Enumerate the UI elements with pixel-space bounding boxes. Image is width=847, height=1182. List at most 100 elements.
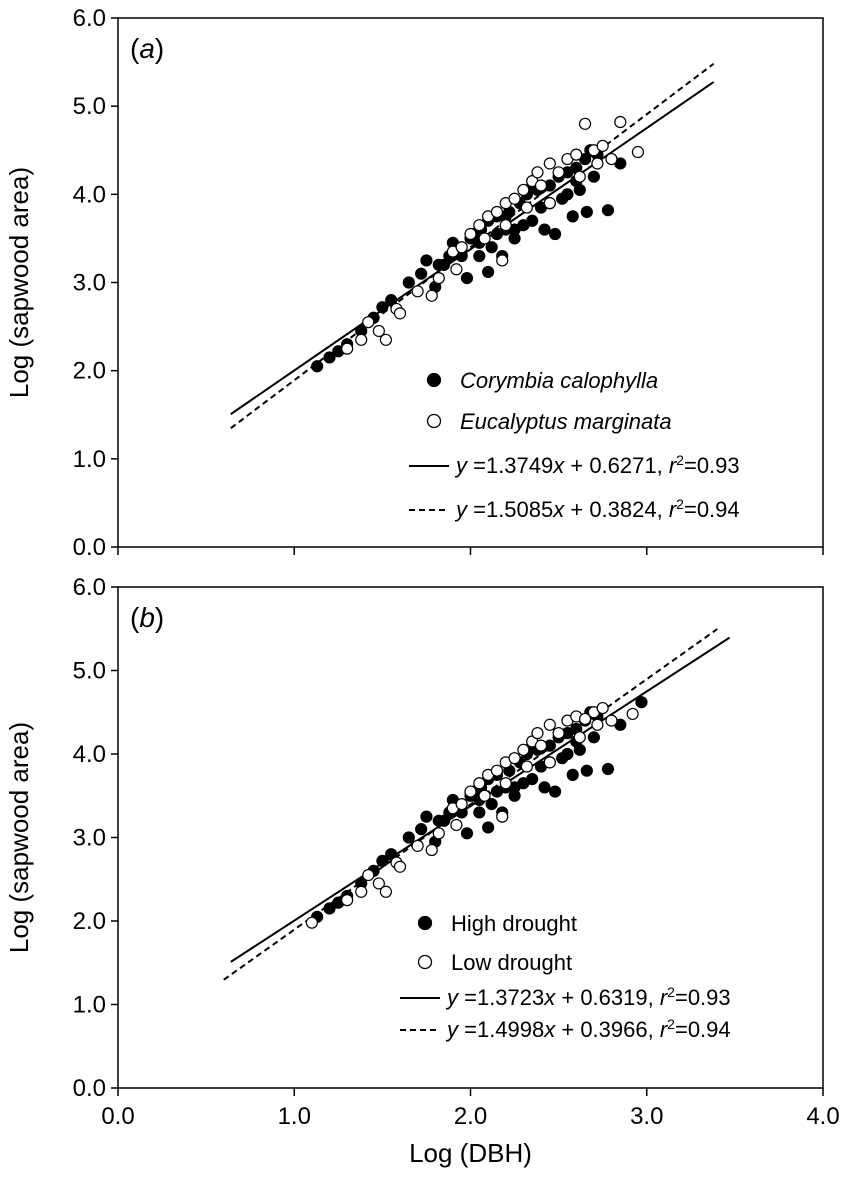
data-point-open [362,868,375,882]
data-point-filled [402,831,415,844]
equation-y: y [445,985,460,1010]
data-point-open [596,139,609,152]
equation-intercept: + 0.6271, [564,453,669,478]
data-point-open [552,727,565,740]
data-point-filled [311,360,324,373]
data-point-open [591,718,604,731]
equation-r2: =0.94 [675,1017,731,1042]
x-axis-label: Log (DBH) [409,1138,532,1168]
data-point-open [455,241,468,254]
panel-a: 0.0 1.0 2.0 3.0 4.0 5.0 6.0 Log (sapwood area) (… [4,5,824,561]
x-tick-label: 1.0 [278,1103,311,1130]
data-point-open [496,254,509,267]
equation-intercept: + 0.3966, [555,1017,660,1042]
data-point-open [573,170,586,183]
series-1 [341,115,645,355]
series-1 [305,701,639,929]
data-point-open [543,718,556,731]
x-tick-label: 0.0 [101,1103,134,1130]
data-point-open [591,157,604,170]
data-point-open [411,285,424,298]
equation-x: x [543,985,556,1010]
data-point-filled [601,762,615,776]
data-point-open [341,342,354,355]
data-point-open [499,219,512,232]
data-point-open [355,333,368,346]
equation-slope: =1.3723 [458,985,544,1010]
data-point-filled [548,227,562,241]
legend-label: Low drought [451,950,572,975]
panel-label-letter: b [139,602,155,633]
data-point-open [450,263,463,276]
data-point-filled [482,265,495,279]
data-point-filled [420,810,433,823]
x-tick-label: 3.0 [630,1103,663,1130]
data-point-filled [538,781,551,794]
data-point-open [552,166,565,179]
data-point-filled [587,170,600,183]
y-tick-label: 5.0 [73,93,106,120]
data-point-open [534,179,548,192]
data-point-filled [376,854,389,867]
data-point-open [478,232,491,245]
data-point-open [517,183,530,197]
data-point-filled [580,764,593,777]
data-point-filled [490,785,504,798]
y-tick-label: 1.0 [73,992,106,1019]
data-point-filled [526,214,539,227]
data-point-filled [561,188,574,201]
data-point-open [464,227,477,241]
equation-slope: =1.5085 [467,497,553,522]
data-point-filled [473,806,486,819]
regression-equation: y =1.4998x + 0.3966, r2=0.94 [445,1016,731,1042]
data-point-open [393,307,407,320]
data-point-filled [415,823,428,836]
data-point-filled [566,768,579,781]
data-point-open [464,785,477,798]
y-tick-label: 6.0 [73,574,106,601]
y-axis-label: Log (sapwood area) [4,722,34,953]
x-tick-label: 2.0 [454,1103,487,1130]
equation-superscript: 2 [676,496,684,512]
data-point-filled [548,785,562,798]
equation-slope: =1.3749 [467,453,553,478]
legend-label: Corymbia calophylla [460,368,658,393]
data-point-filled [420,254,433,267]
data-point-open [490,764,504,777]
data-point-open [496,810,509,823]
data-point-filled [415,267,428,280]
regression-line-solid [230,81,715,415]
equation-superscript: 2 [667,984,675,1000]
equation-x: x [552,453,565,478]
data-point-open [379,885,392,898]
data-point-open [490,205,504,219]
data-point-open [517,743,530,756]
equation-superscript: 2 [676,452,684,468]
y-tick-label: 0.0 [73,1075,106,1102]
panel-label-letter: a [139,33,155,64]
legend-label: High drought [451,911,577,936]
data-point-filled [323,902,336,915]
equation-r: r [660,1017,669,1042]
y-tick-label: 6.0 [73,5,106,32]
data-point-filled [485,797,498,811]
equation-r2: =0.93 [675,985,731,1010]
data-point-filled [526,772,539,786]
panel-label: (b) [130,602,164,633]
equation-x: x [543,1017,556,1042]
legend-marker-open [426,413,442,429]
y-tick-label: 2.0 [73,908,106,935]
data-point-open [543,157,556,170]
data-point-filled [402,276,415,289]
data-point-filled [323,351,336,364]
data-point-open [372,324,385,338]
data-point-open [631,145,645,159]
data-point-open [543,756,556,769]
panel-label-close: ) [155,33,164,64]
equation-y: y [445,1017,460,1042]
data-point-open [531,166,544,179]
equation-r: r [660,985,669,1010]
data-point-filled [460,271,474,285]
data-point-filled [490,227,504,241]
data-point-open [379,333,392,346]
